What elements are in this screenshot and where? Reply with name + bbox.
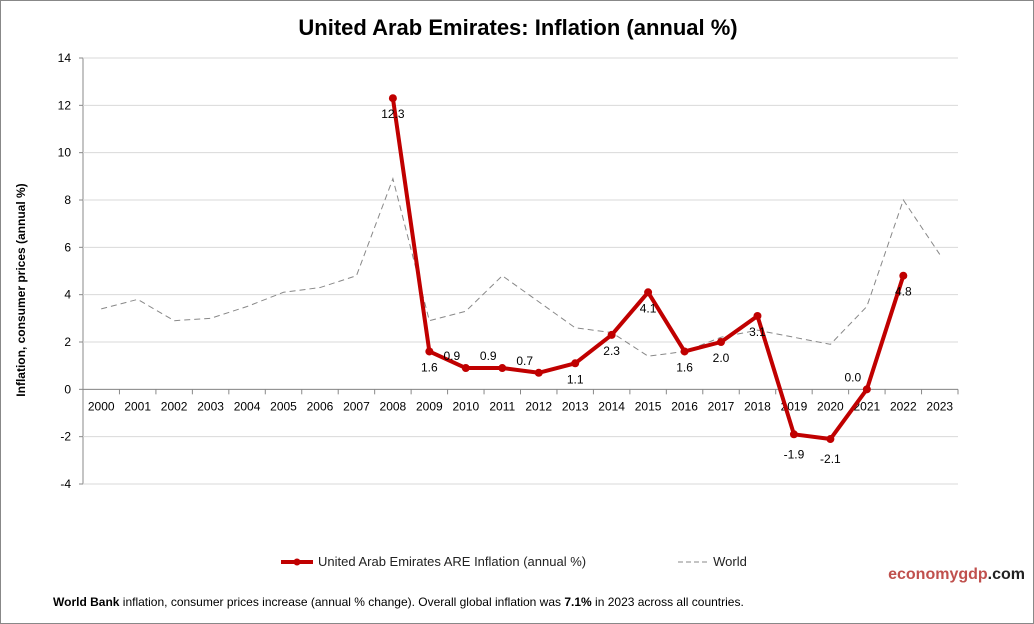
x-tick-label: 2003 — [197, 399, 224, 413]
x-tick-label: 2000 — [88, 399, 115, 413]
y-tick-label: 12 — [58, 98, 72, 112]
data-label-uae: 0.7 — [516, 354, 533, 368]
brand-logo: economygdp.com — [888, 566, 1025, 583]
y-tick-label: -2 — [60, 430, 71, 444]
legend-swatch-uae — [281, 558, 313, 565]
footer-note: World Bank inflation, consumer prices in… — [53, 595, 744, 609]
x-tick-label: 2018 — [744, 399, 771, 413]
x-tick-label: 2011 — [489, 399, 515, 413]
data-label-uae: 3.1 — [749, 325, 766, 339]
y-tick-label: 14 — [58, 51, 72, 65]
y-tick-label: 4 — [64, 288, 71, 302]
x-tick-label: 2005 — [270, 399, 297, 413]
chart-title: United Arab Emirates: Inflation (annual … — [298, 15, 738, 40]
legend-swatch-world — [678, 561, 709, 562]
x-tick-label: 2004 — [234, 399, 261, 413]
x-tick-label: 2023 — [926, 399, 953, 413]
y-tick-label: 10 — [58, 146, 72, 160]
data-point-uae — [899, 271, 908, 280]
data-label-uae: -2.1 — [820, 452, 841, 466]
data-label-uae: 12.3 — [381, 107, 405, 121]
data-label-uae: 4.8 — [895, 285, 912, 299]
x-tick-label: 2008 — [380, 399, 407, 413]
data-point-uae — [717, 338, 726, 346]
data-point-uae — [571, 359, 580, 368]
data-label-uae: 0.9 — [480, 349, 497, 363]
data-point-uae — [607, 330, 616, 339]
data-point-uae — [826, 435, 835, 444]
data-point-uae — [498, 364, 507, 373]
x-tick-label: 2009 — [416, 399, 443, 413]
legend: United Arab Emirates ARE Inflation (annu… — [279, 554, 747, 569]
x-tick-label: 2022 — [890, 399, 917, 413]
data-label-uae: 0.0 — [845, 370, 862, 384]
legend-item-uae: United Arab Emirates ARE Inflation (annu… — [279, 554, 586, 569]
x-tick-label: 2010 — [452, 399, 479, 413]
legend-label-world: World — [713, 554, 747, 569]
x-tick-label: 2002 — [161, 399, 188, 413]
data-label-uae: 2.0 — [713, 351, 730, 365]
y-tick-label: -4 — [60, 477, 71, 491]
data-label-uae: 1.6 — [676, 360, 693, 374]
legend-item-world: World — [676, 554, 747, 569]
y-tick-label: 0 — [64, 382, 71, 396]
data-label-uae: 2.3 — [603, 344, 620, 358]
data-point-uae — [461, 364, 470, 373]
data-point-uae — [753, 311, 762, 320]
data-point-uae — [680, 347, 689, 356]
y-tick-label: 6 — [64, 240, 71, 254]
x-tick-label: 2001 — [124, 399, 151, 413]
data-point-uae — [425, 347, 434, 356]
y-tick-label: 2 — [64, 335, 71, 349]
x-tick-label: 2012 — [525, 399, 552, 413]
x-tick-label: 2021 — [854, 399, 881, 413]
x-tick-label: 2013 — [562, 399, 589, 413]
series-line-uae — [390, 97, 906, 442]
data-label-uae: -1.9 — [784, 447, 805, 461]
data-label-uae: 0.9 — [443, 349, 460, 363]
x-tick-label: 2016 — [671, 399, 698, 413]
data-point-uae — [534, 368, 543, 377]
data-label-uae: 1.6 — [421, 360, 438, 374]
x-tick-label: 2006 — [307, 399, 334, 413]
data-point-uae — [644, 288, 653, 297]
x-tick-label: 2014 — [598, 399, 625, 413]
data-label-uae: 4.1 — [640, 301, 657, 315]
y-tick-label: 8 — [64, 193, 71, 207]
x-tick-label: 2007 — [343, 399, 370, 413]
x-tick-label: 2017 — [708, 399, 735, 413]
data-point-uae — [862, 385, 871, 394]
data-label-uae: 1.1 — [567, 372, 584, 386]
x-tick-label: 2020 — [817, 399, 844, 413]
series-line-world — [101, 177, 941, 357]
data-point-uae — [388, 94, 397, 103]
data-point-uae — [789, 430, 798, 439]
x-tick-label: 2015 — [635, 399, 662, 413]
legend-label-uae: United Arab Emirates ARE Inflation (annu… — [318, 554, 587, 569]
